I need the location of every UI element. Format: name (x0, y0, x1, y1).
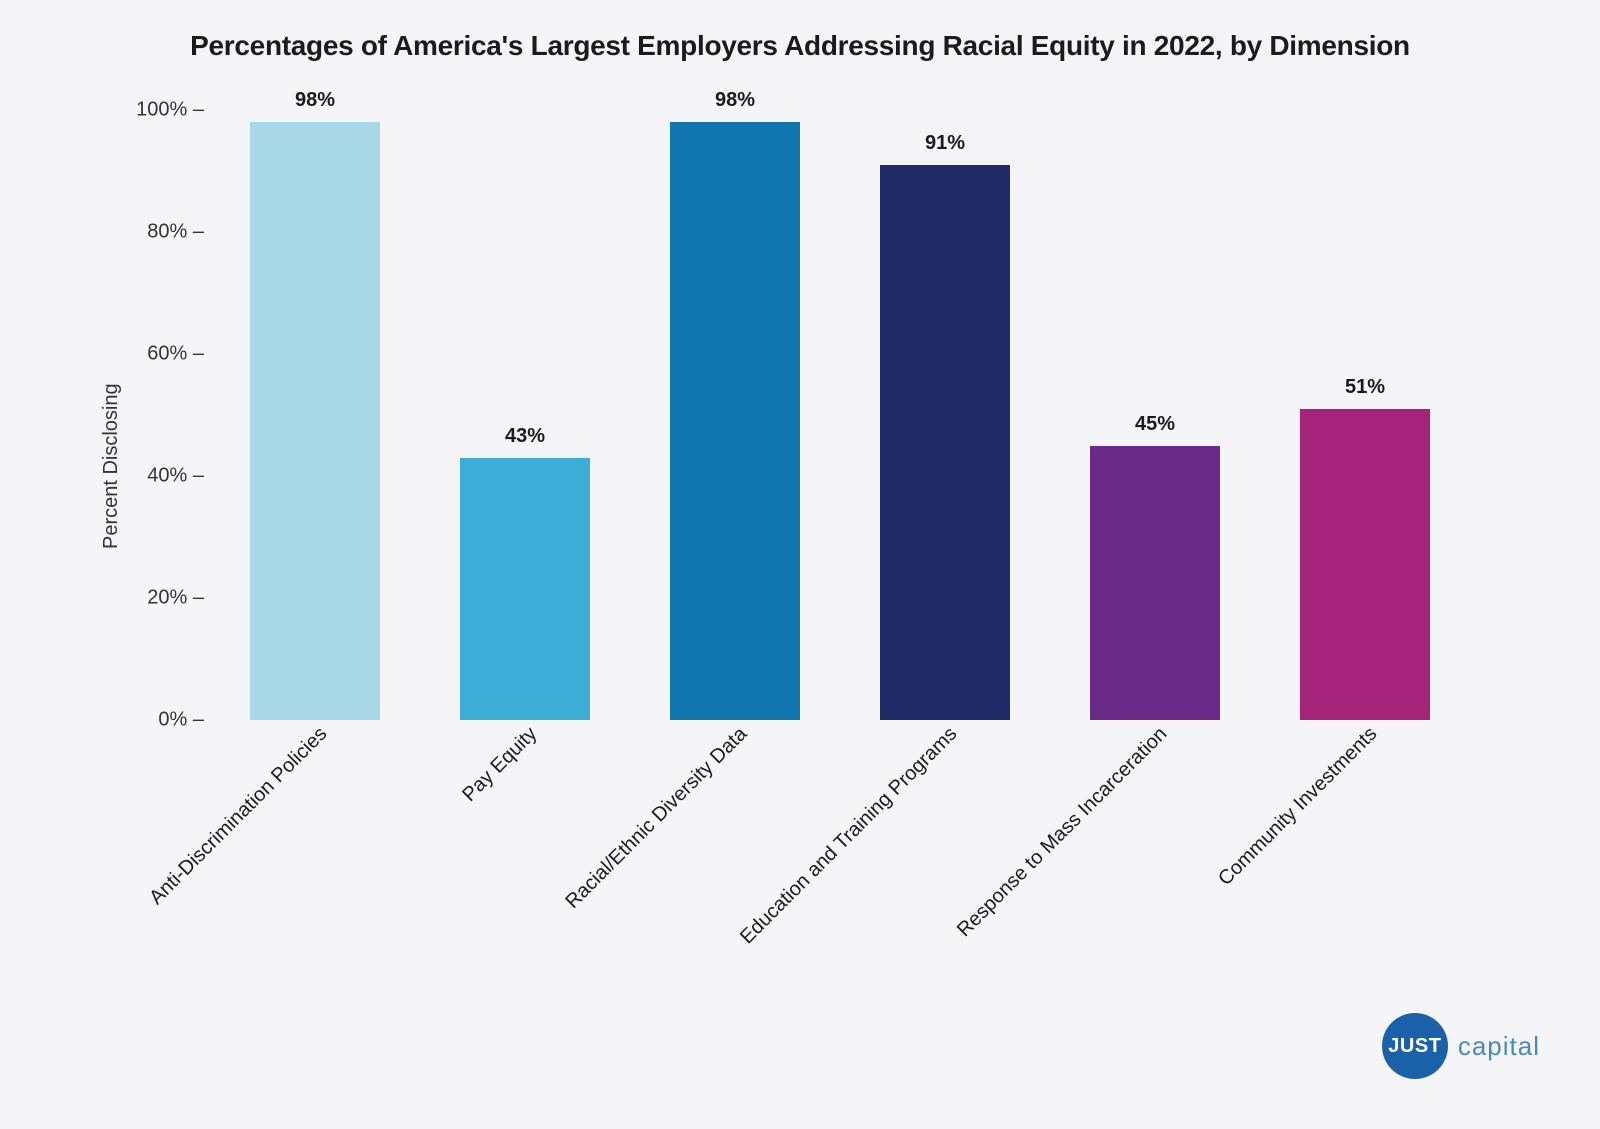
logo-badge: JUST (1382, 1013, 1448, 1079)
bar: 45% (1090, 446, 1220, 721)
x-tick-label: Pay Equity (455, 720, 542, 807)
plot-area: 0% – 20% – 40% – 60% – 80% – 100% – 98%A… (210, 110, 1470, 720)
chart-title: Percentages of America's Largest Employe… (0, 30, 1600, 62)
y-axis-label: Percent Disclosing (100, 384, 123, 550)
bar-value-label: 51% (1345, 376, 1385, 409)
bar: 91% (880, 165, 1010, 720)
y-tick-label: 40% – (147, 465, 210, 488)
y-tick-label: 20% – (147, 587, 210, 610)
x-tick-label: Response to Mass Incarceration (950, 720, 1172, 942)
bar-value-label: 45% (1135, 413, 1175, 446)
bar-value-label: 43% (505, 425, 545, 458)
bar: 98% (670, 122, 800, 720)
bar: 51% (1300, 409, 1430, 720)
y-tick-label: 0% – (158, 709, 210, 732)
just-capital-logo: JUST capital (1382, 1013, 1540, 1079)
bar-value-label: 98% (295, 89, 335, 122)
y-tick-label: 60% – (147, 343, 210, 366)
x-tick-label: Anti-Discrimination Policies (142, 720, 332, 910)
logo-word: capital (1458, 1031, 1540, 1062)
bar-value-label: 91% (925, 132, 965, 165)
bar-value-label: 98% (715, 89, 755, 122)
chart-container: Percentages of America's Largest Employe… (0, 0, 1600, 1129)
x-tick-label: Education and Training Programs (733, 720, 962, 949)
y-tick-label: 80% – (147, 221, 210, 244)
y-tick-label: 100% – (136, 99, 210, 122)
bar: 98% (250, 122, 380, 720)
bar: 43% (460, 458, 590, 720)
x-tick-label: Racial/Ethnic Diversity Data (559, 720, 753, 914)
x-tick-label: Community Investments (1211, 720, 1382, 891)
